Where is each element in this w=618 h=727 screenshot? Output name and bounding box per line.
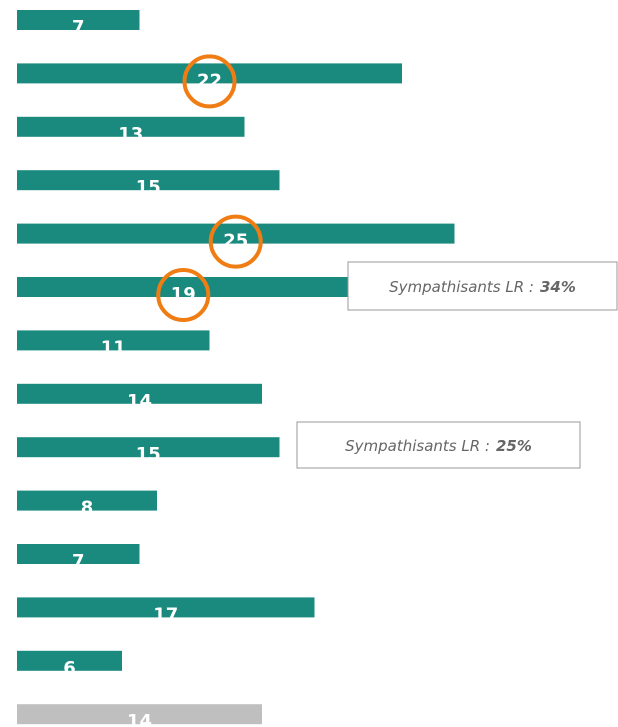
bar (17, 544, 140, 564)
annotation-box (347, 261, 618, 311)
bar (17, 223, 455, 244)
annotation-value: 34% (540, 278, 576, 296)
bar (17, 330, 210, 351)
value-label: 15 (136, 444, 161, 465)
value-label: 14 (127, 391, 152, 412)
value-label: 25 (223, 231, 248, 252)
annotation: Sympathisants LR : 34% (389, 278, 576, 296)
annotation-text: Sympathisants LR : (345, 437, 490, 455)
value-label: 6 (63, 658, 76, 679)
highlight-circle (208, 214, 263, 269)
highlight-circle (156, 268, 211, 322)
bar (17, 10, 140, 30)
value-label: 11 (101, 337, 126, 358)
value-label: 13 (118, 124, 143, 145)
bar (17, 597, 315, 618)
value-label: 14 (127, 711, 152, 727)
annotation-box (296, 421, 581, 469)
annotation-value: 25% (496, 437, 532, 455)
value-label: 7 (72, 551, 85, 572)
value-label: 8 (81, 498, 94, 519)
highlight-circle (182, 54, 237, 109)
bar (17, 704, 262, 725)
bar (17, 437, 280, 458)
annotation-text: Sympathisants LR : (389, 278, 534, 296)
bar (17, 170, 280, 191)
value-label: 15 (136, 177, 161, 198)
value-label: 19 (171, 284, 196, 305)
bar (17, 116, 245, 137)
value-label: 7 (72, 17, 85, 38)
bar (17, 650, 122, 671)
annotation: Sympathisants LR : 25% (345, 437, 532, 455)
value-label: 22 (197, 70, 222, 91)
bar (17, 383, 262, 404)
bar (17, 63, 402, 84)
bar (17, 277, 350, 297)
value-label: 17 (153, 604, 178, 625)
bar (17, 490, 157, 511)
